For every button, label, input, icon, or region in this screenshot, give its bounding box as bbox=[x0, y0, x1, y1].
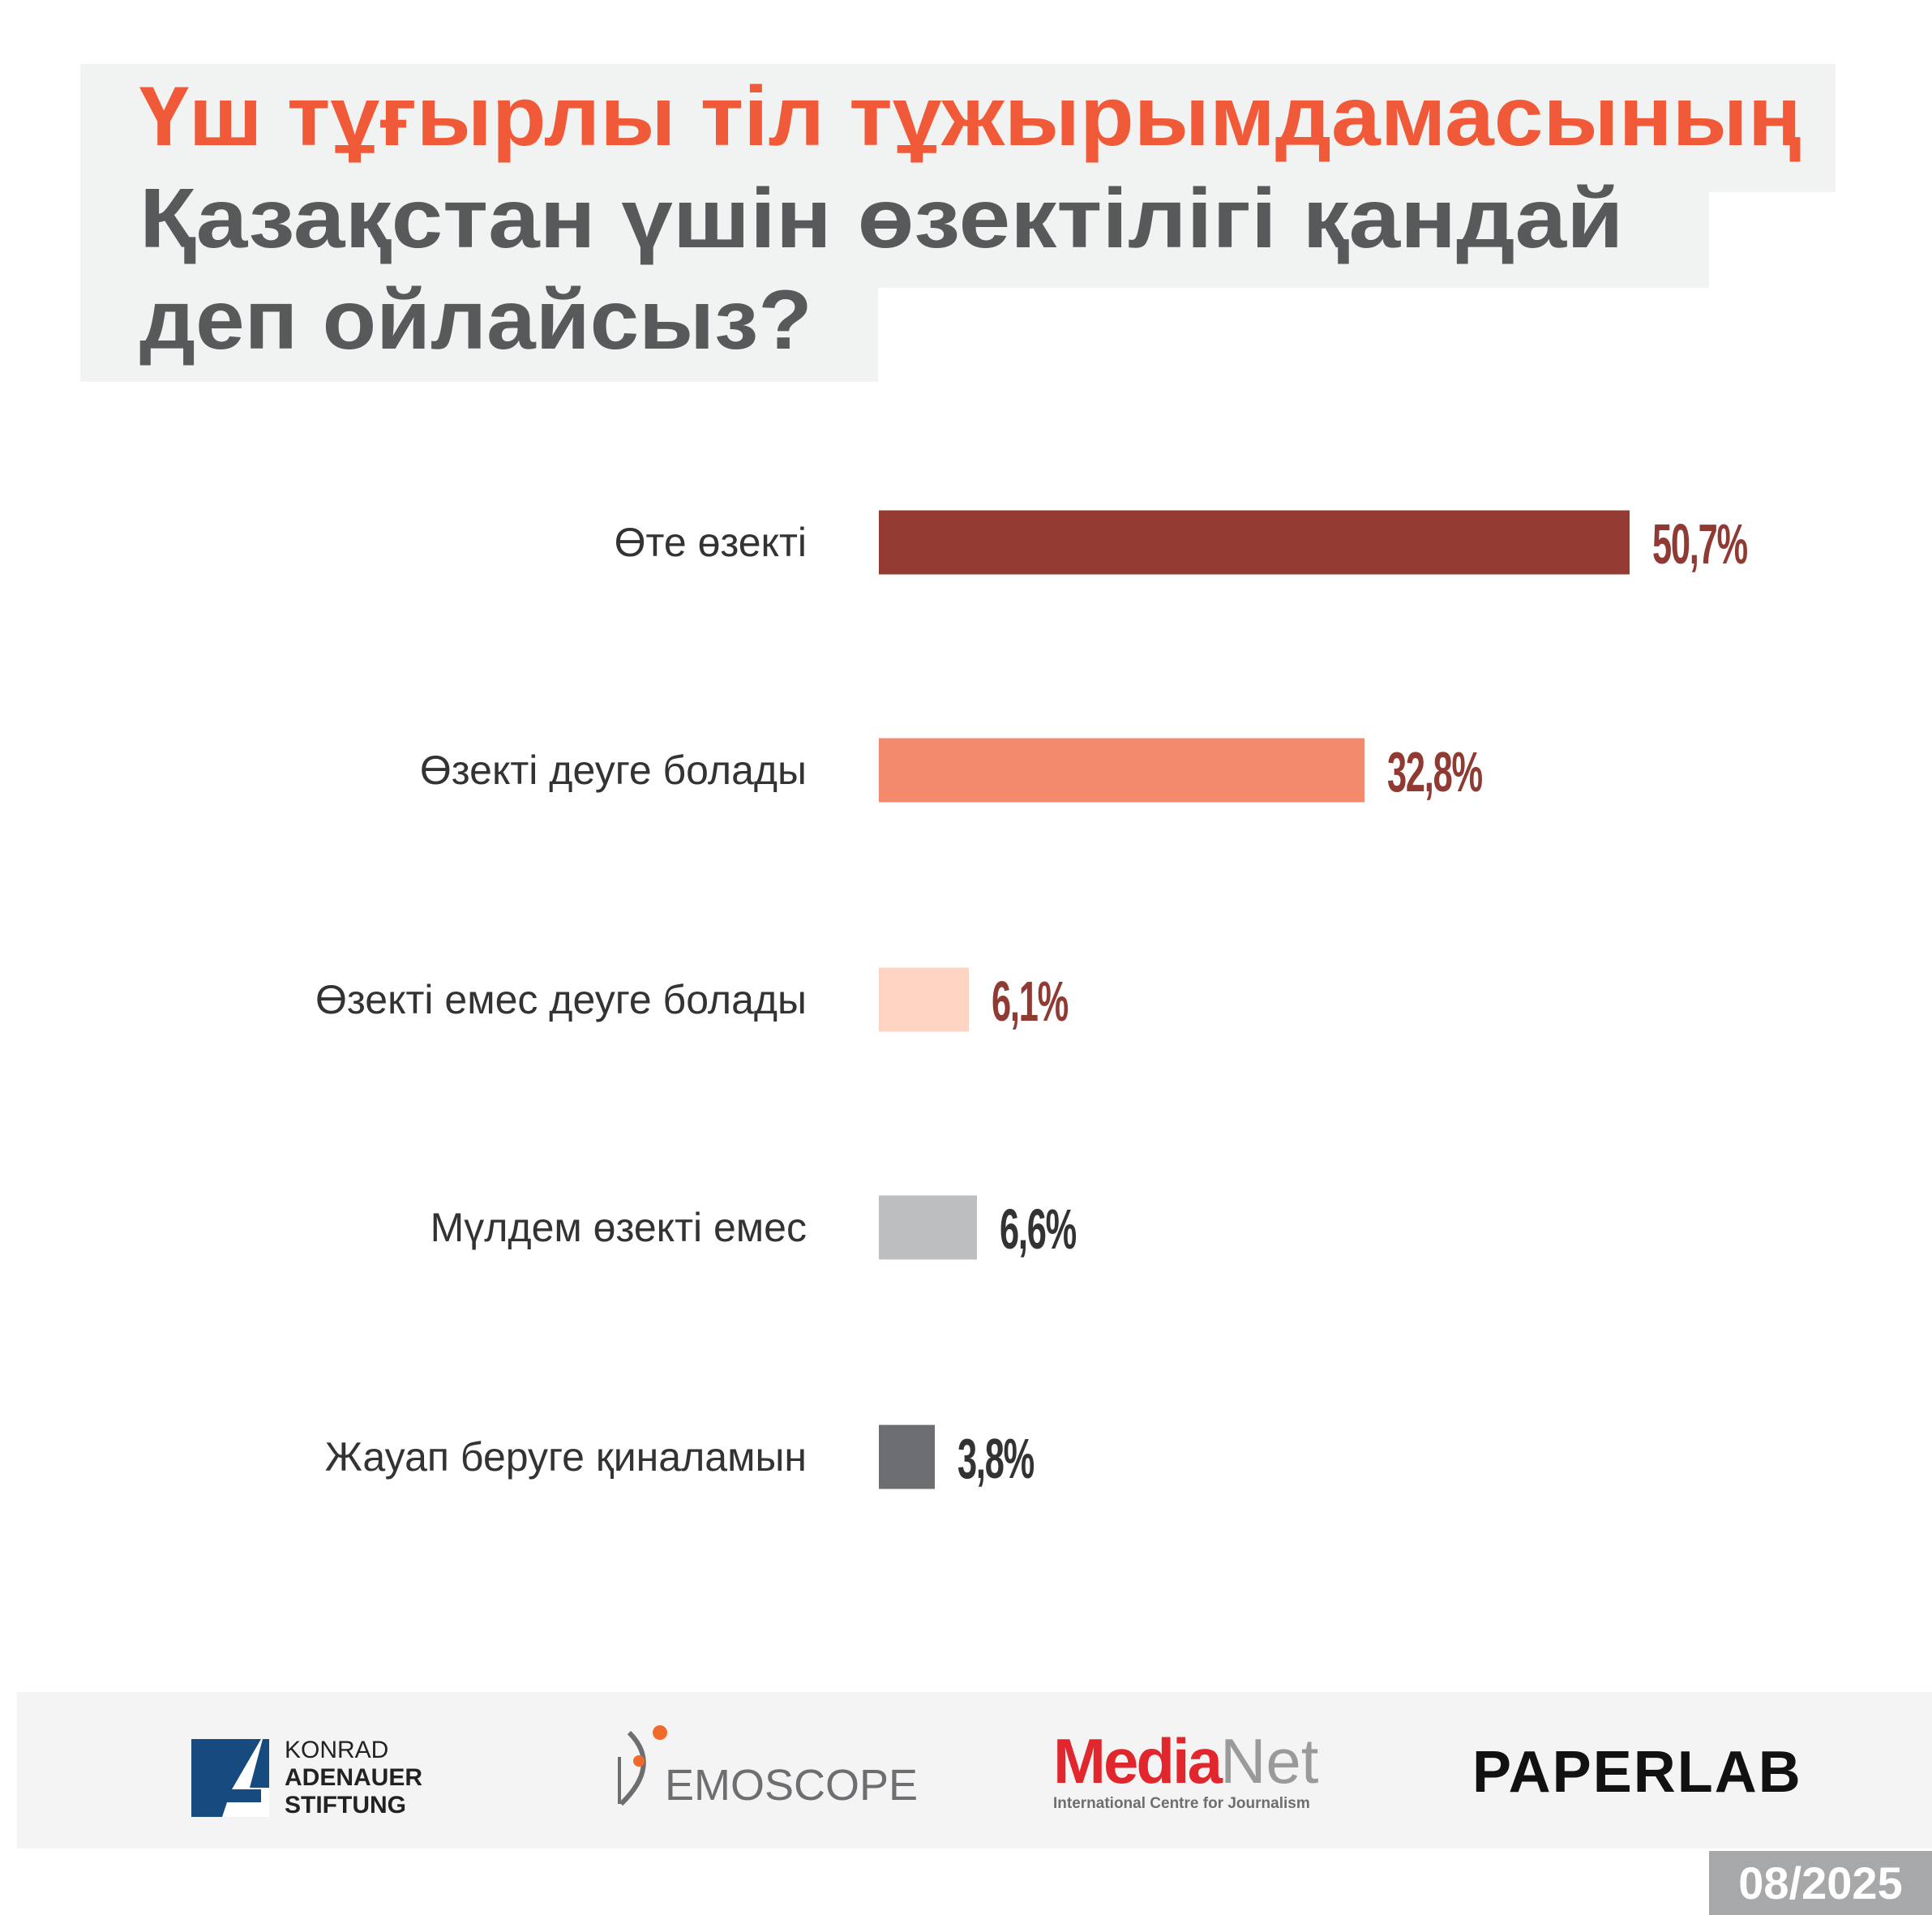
value-label: 50,7% bbox=[1652, 512, 1748, 576]
title-background-2 bbox=[80, 191, 1709, 288]
category-label: Мүлдем өзекті емес bbox=[430, 1205, 807, 1250]
medianet-logo: MediaNet International Centre for Journa… bbox=[1053, 1724, 1318, 1813]
bar bbox=[879, 738, 1365, 803]
medianet-red: Media bbox=[1053, 1725, 1223, 1797]
kas-line-3: STIFTUNG bbox=[285, 1792, 406, 1819]
bar bbox=[879, 967, 970, 1032]
value-label: 3,8% bbox=[957, 1427, 1035, 1490]
kas-mark-icon bbox=[191, 1739, 269, 1817]
value-label: 32,8% bbox=[1387, 740, 1483, 803]
date-badge: 08/2025 bbox=[1709, 1851, 1932, 1915]
value-label: 6,1% bbox=[992, 970, 1069, 1033]
title-line-1: Үш тұғырлы тіл тұжырымдамасының bbox=[139, 70, 1801, 164]
bar bbox=[879, 1424, 936, 1489]
kas-line-2: ADENAUER bbox=[285, 1764, 423, 1791]
category-label: Өте өзекті bbox=[614, 520, 807, 565]
title-background-1 bbox=[80, 64, 1836, 192]
title-line-2: Қазақстан үшін өзектілігі қандай bbox=[139, 172, 1624, 266]
bar bbox=[879, 510, 1630, 575]
bar bbox=[879, 1195, 977, 1260]
medianet-subtitle: International Centre for Journalism bbox=[1053, 1795, 1310, 1812]
footer-logos: KONRAD ADENAUER STIFTUNG EMOSCOPE MediaN… bbox=[17, 1692, 1932, 1849]
value-label: 6,6% bbox=[999, 1197, 1077, 1261]
demoscope-mark-icon bbox=[618, 1725, 667, 1806]
paperlab-logo: PAPERLAB bbox=[1472, 1740, 1802, 1805]
title-line-3: деп ойлайсыз? bbox=[139, 273, 812, 367]
demoscope-text: EMOSCOPE bbox=[665, 1761, 919, 1810]
kas-line-1: KONRAD bbox=[285, 1737, 389, 1763]
category-label: Өзекті емес деуге болады bbox=[315, 977, 807, 1022]
medianet-gray: Net bbox=[1220, 1725, 1319, 1797]
category-label: Жауап беруге қиналамын bbox=[324, 1434, 807, 1480]
title-background-3 bbox=[80, 287, 878, 382]
category-label: Өзекті деуге болады bbox=[419, 748, 807, 793]
